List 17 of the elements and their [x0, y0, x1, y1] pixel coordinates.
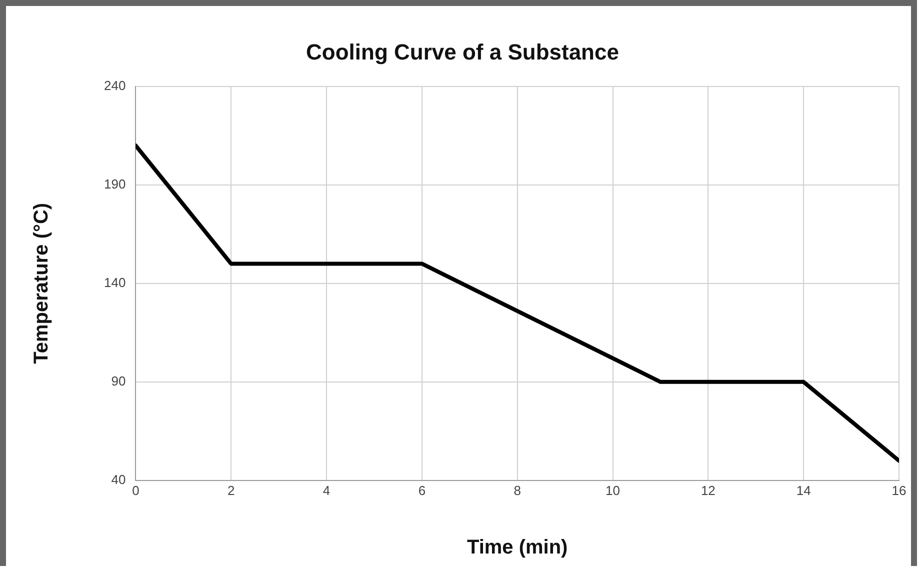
chart-title: Cooling Curve of a Substance — [306, 39, 619, 64]
x-tick-label: 2 — [227, 482, 235, 498]
x-tick-label: 16 — [892, 482, 906, 498]
y-axis-title: Temperature (°C) — [30, 202, 53, 364]
y-tick-label: 240 — [104, 78, 126, 93]
x-tick-label: 4 — [322, 482, 330, 498]
y-tick-label: 190 — [104, 176, 126, 192]
x-tick-label: 10 — [606, 482, 620, 498]
x-tick-label: 6 — [418, 482, 426, 498]
x-tick-label: 0 — [132, 482, 140, 498]
x-tick-label: 8 — [514, 482, 521, 498]
x-tick-label: 12 — [700, 482, 716, 498]
x-tick-label: 14 — [796, 482, 811, 498]
y-tick-label: 40 — [111, 472, 126, 487]
y-tick-label: 90 — [111, 373, 126, 388]
y-tick-label: 140 — [104, 274, 126, 290]
x-axis-title: Time (min) — [466, 536, 568, 559]
